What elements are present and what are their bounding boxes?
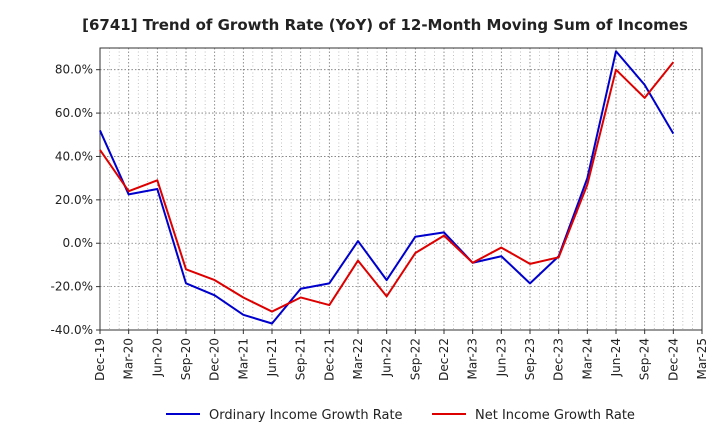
- x-tick-label: Dec-22: [437, 338, 451, 381]
- x-tick-label: Dec-23: [552, 338, 566, 381]
- x-tick-label: Sep-20: [179, 338, 193, 380]
- series-lines: [99, 50, 675, 325]
- x-tick-label: Sep-23: [523, 338, 537, 380]
- x-tick-label: Jun-20: [150, 338, 164, 377]
- x-tick-label: Jun-21: [265, 338, 279, 377]
- x-tick-label: Dec-19: [93, 338, 107, 381]
- x-tick-label: Mar-24: [580, 338, 594, 379]
- y-tick-label: 60.0%: [55, 106, 93, 120]
- y-tick-label: 40.0%: [55, 149, 93, 163]
- y-tick-label: 80.0%: [55, 63, 93, 77]
- x-tick-label: Mar-23: [466, 338, 480, 379]
- x-tick-label: Sep-24: [638, 338, 652, 380]
- legend-label: Ordinary Income Growth Rate: [209, 408, 403, 423]
- legend: Ordinary Income Growth Rate Net Income Gr…: [166, 408, 635, 423]
- x-tick-label: Jun-24: [609, 338, 623, 377]
- axes: -40.0% -20.0% 0.0% 20.0% 40.0% 60.0% 80.0% Dec-…: [51, 47, 709, 381]
- x-tick-label: Mar-22: [351, 338, 365, 379]
- x-tick-label: Mar-20: [122, 338, 136, 379]
- series-line-net-income: [99, 61, 675, 313]
- x-tick-label: Sep-21: [294, 338, 308, 380]
- x-tick-label: Mar-21: [236, 338, 250, 379]
- y-tick-label: -20.0%: [51, 280, 93, 294]
- plot-frame: [99, 47, 703, 331]
- y-tick-label: 0.0%: [63, 236, 94, 250]
- grid: [100, 48, 702, 330]
- x-tick-label: Sep-22: [408, 338, 422, 380]
- chart-title: [6741] Trend of Growth Rate (YoY) of 12-…: [82, 16, 688, 34]
- legend-label: Net Income Growth Rate: [475, 408, 635, 423]
- x-tick-label: Dec-24: [666, 338, 680, 381]
- y-tick-label: 20.0%: [55, 193, 93, 207]
- y-tick-label: -40.0%: [51, 323, 93, 337]
- x-tick-label: Jun-22: [380, 338, 394, 377]
- x-tick-label: Dec-20: [208, 338, 222, 381]
- series-line-ordinary-income: [99, 50, 675, 325]
- x-tick-label: Mar-25: [695, 338, 709, 379]
- x-tick-label: Dec-21: [322, 338, 336, 381]
- x-tick-label: Jun-23: [494, 338, 508, 377]
